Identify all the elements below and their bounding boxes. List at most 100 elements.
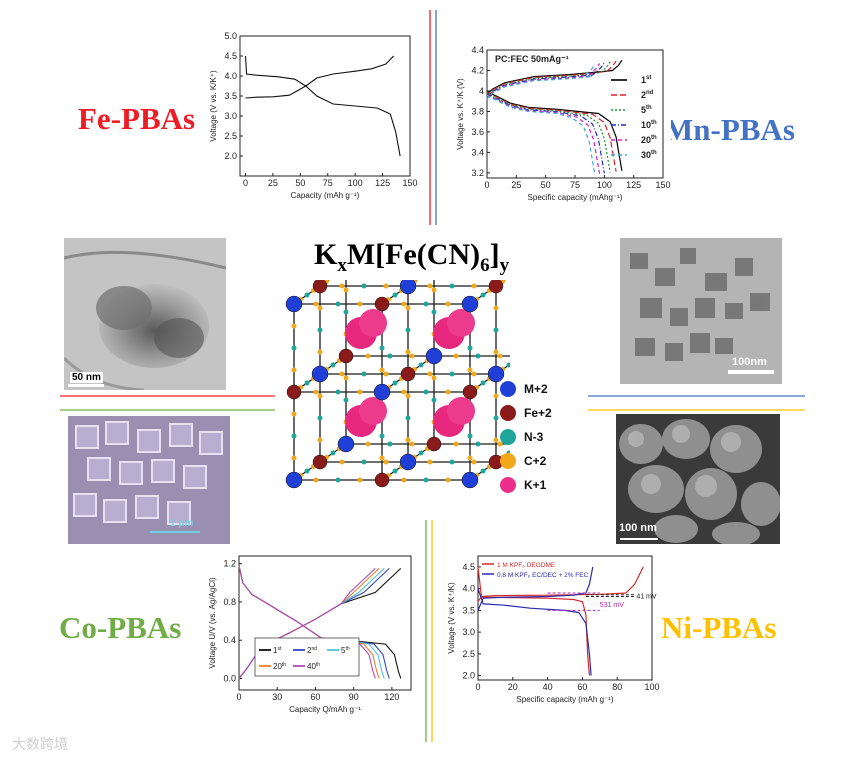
scale-label-tr: 100nm: [732, 356, 767, 368]
carbon-atom: [471, 371, 477, 377]
mn-charge-line: [486, 60, 617, 98]
legend-label: N-3: [524, 430, 544, 444]
carbon-atom: [431, 375, 437, 381]
nitrogen-atom: [480, 468, 486, 474]
fe-voltage-chart: 0 25 50 75 100 125 150 2.0 2.5 3.0 3.5 4.0 4.5 5.0 Cap…: [196, 30, 418, 210]
metal-atom: [461, 295, 479, 313]
nitrogen-atom: [361, 459, 367, 465]
x-tick-label: 150: [655, 180, 670, 190]
x-tick-label: 125: [626, 180, 641, 190]
carbon-atom: [313, 301, 319, 307]
co-discharge-line: [238, 565, 376, 679]
mn-legend-label: 10th: [641, 120, 657, 130]
legend-item: C+2: [500, 452, 580, 472]
carbon-atom: [401, 301, 407, 307]
carbon-atom: [445, 389, 451, 395]
x-axis-label: Specific capacity (mAhg⁻¹): [528, 193, 623, 202]
y-tick-label: 4.0: [462, 584, 475, 594]
carbon-atom: [343, 375, 349, 381]
carbon-atom: [365, 441, 371, 447]
y-tick-label: 4: [479, 86, 484, 96]
co-pbas-label: Co-PBAs: [59, 610, 182, 645]
fe-series-discharge: [244, 55, 401, 157]
y-tick-label: 3.0: [224, 111, 237, 121]
co-legend-label: 2nd: [307, 646, 317, 655]
carbon-atom: [493, 393, 499, 399]
mn-charge-line: [486, 61, 611, 98]
potassium-ion: [359, 397, 387, 425]
x-tick-label: 75: [323, 178, 333, 188]
mn-legend-label: 30th: [641, 150, 657, 160]
formula-title: KxM[Fe(CN)6]y: [314, 238, 510, 276]
y-axis-label: Voltage U/V (vs. Ag/AgCl): [208, 577, 217, 668]
x-tick-label: 90: [349, 692, 359, 702]
iron-atom: [374, 472, 390, 488]
iron-atom: [426, 436, 442, 452]
metal-atom: [487, 365, 505, 383]
mn-legend-label: 2nd: [641, 90, 654, 100]
co-legend-box: [254, 637, 360, 677]
carbon-atom: [431, 287, 437, 293]
mn-charge-line: [486, 62, 605, 99]
carbon-atom: [379, 367, 385, 373]
carbon-atom: [497, 441, 503, 447]
mn-annotation: PC:FEC 50mAg⁻¹: [495, 54, 569, 64]
nitrogen-atom: [291, 345, 297, 351]
y-tick-label: 4.5: [462, 562, 475, 572]
carbon-atom: [291, 323, 297, 329]
y-tick-label: 2.5: [462, 649, 475, 659]
y-tick-label: 5.0: [224, 31, 237, 41]
carbon-atom: [357, 389, 363, 395]
metal-atom: [461, 471, 479, 489]
carbon-atom: [445, 477, 451, 483]
carbon-atom: [317, 437, 323, 443]
carbon-atom: [493, 437, 499, 443]
carbon-atom: [493, 349, 499, 355]
x-tick-label: 0: [243, 178, 248, 188]
iron-atom: [488, 280, 504, 294]
carbon-atom: [445, 301, 451, 307]
crystal-structure: [285, 280, 510, 489]
nitrogen-atom: [449, 283, 455, 289]
legend-swatch: [500, 381, 516, 397]
nitrogen-atom: [418, 450, 424, 456]
nitrogen-atom: [330, 362, 336, 368]
x-tick-label: 25: [511, 180, 521, 190]
x-tick-label: 60: [310, 692, 320, 702]
potassium-ion: [447, 309, 475, 337]
mn-discharge-line: [486, 94, 596, 176]
carbon-atom: [339, 371, 345, 377]
nitrogen-atom: [418, 362, 424, 368]
x-tick-label: 0: [484, 180, 489, 190]
nitrogen-atom: [506, 362, 510, 368]
carbon-atom: [401, 389, 407, 395]
y-axis-label: Voltage vs. K⁺/K (V): [456, 78, 465, 150]
nitrogen-atom: [379, 433, 385, 439]
mn-discharge-line: [486, 91, 617, 172]
carbon-atom: [453, 441, 459, 447]
nitrogen-atom: [392, 292, 398, 298]
nitrogen-atom: [343, 309, 349, 315]
carbon-atom: [313, 477, 319, 483]
metal-atom: [399, 280, 417, 295]
y-tick-label: 3.8: [471, 106, 484, 116]
y-tick-label: 4.4: [471, 45, 484, 55]
nitrogen-atom: [405, 327, 411, 333]
co-legend-label: 40th: [307, 662, 320, 671]
nitrogen-atom: [343, 397, 349, 403]
nitrogen-atom: [467, 433, 473, 439]
nitrogen-atom: [493, 415, 499, 421]
carbon-atom: [467, 455, 473, 461]
scale-label-bl: 1 μm: [170, 518, 194, 529]
carbon-atom: [379, 455, 385, 461]
ni-charge-line: [477, 566, 594, 611]
carbon-atom: [409, 441, 415, 447]
ni-legend-label: 1 M KPF₆ DEGDME: [497, 562, 556, 569]
ni-41mv-label: 41 mV: [636, 594, 657, 601]
y-tick-label: 4.2: [471, 65, 484, 75]
mn-discharge-line: [486, 92, 605, 174]
y-tick-label: 4.0: [224, 71, 237, 81]
x-tick-label: 150: [402, 178, 417, 188]
y-axis-label: Voltage (V vs. K⁺/K): [447, 582, 456, 654]
carbon-atom: [357, 301, 363, 307]
